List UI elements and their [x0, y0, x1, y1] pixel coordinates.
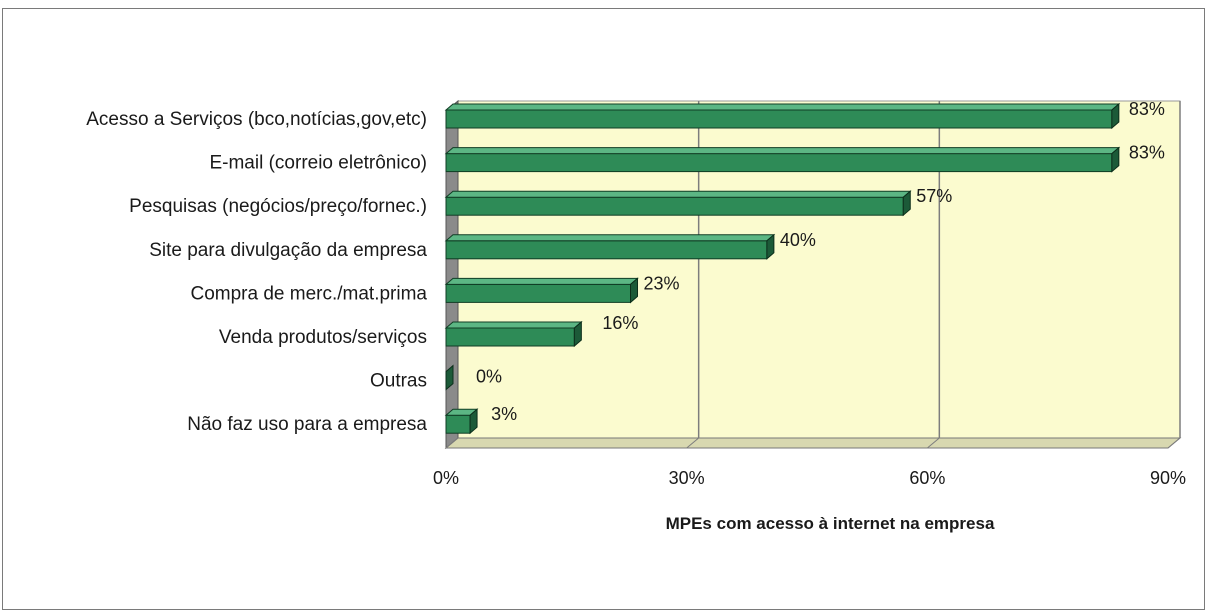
x-tick-label: 90% — [1150, 468, 1186, 488]
x-tick-labels: 0% 30% 60% 90% — [433, 468, 1186, 488]
value-labels: 83% 83% 57% 40% 23% 16% 0% 3% — [476, 99, 1165, 424]
floor-gridline — [927, 437, 940, 449]
bar-end — [445, 364, 454, 391]
bar-top — [444, 321, 583, 329]
bar-end — [573, 320, 582, 348]
bar-group — [445, 364, 454, 391]
bar-group — [444, 408, 479, 435]
bar — [445, 153, 1113, 173]
x-axis-title: MPEs com acesso à internet na empresa — [666, 514, 995, 533]
bar — [445, 283, 632, 303]
floor-gridline — [1167, 437, 1181, 449]
category-label: E-mail (correio eletrônico) — [209, 153, 427, 174]
bar-group — [444, 190, 912, 217]
bar — [445, 109, 1113, 129]
value-label: 83% — [1129, 143, 1165, 163]
category-label: Compra de merc./mat.prima — [190, 283, 427, 304]
bar — [445, 414, 471, 434]
category-label: Outras — [370, 371, 427, 392]
category-label: Venda produtos/serviços — [219, 327, 427, 348]
bar-end — [469, 408, 478, 435]
bar-top — [444, 277, 639, 285]
bars — [444, 102, 1121, 435]
bar-top — [444, 103, 1121, 111]
floor-gridline — [445, 437, 459, 449]
bar-top — [444, 234, 776, 242]
x-tick-label: 30% — [669, 468, 705, 488]
value-label: 16% — [602, 313, 638, 333]
bar-end — [630, 277, 639, 304]
floor-gridline — [686, 437, 699, 449]
bar-end — [1111, 102, 1120, 130]
value-label: 0% — [476, 367, 502, 387]
bar-top — [444, 147, 1121, 155]
category-label: Site para divulgação da empresa — [149, 240, 427, 261]
bar-group — [444, 146, 1121, 173]
value-label: 83% — [1129, 99, 1165, 119]
value-label: 57% — [916, 186, 952, 206]
value-label: 23% — [644, 273, 680, 293]
bar-end — [766, 233, 775, 260]
category-label: Pesquisas (negócios/preço/fornec.) — [129, 196, 427, 217]
bar-top — [444, 190, 912, 198]
bar-group — [444, 277, 639, 304]
value-label: 3% — [491, 404, 517, 424]
plot-floor — [444, 437, 1182, 449]
x-tick-label: 60% — [909, 468, 945, 488]
bar-group — [444, 320, 583, 348]
value-label: 40% — [780, 230, 816, 250]
plot-area — [444, 99, 1182, 450]
bar — [445, 196, 904, 216]
category-labels: Acesso a Serviços (bco,notícias,gov,etc)… — [86, 109, 427, 435]
bar-group — [444, 233, 776, 260]
bar — [445, 327, 575, 347]
bar-end — [902, 190, 911, 217]
category-label: Acesso a Serviços (bco,notícias,gov,etc) — [86, 109, 427, 130]
x-tick-label: 0% — [433, 468, 459, 488]
bar-group — [444, 102, 1121, 130]
category-label: Não faz uso para a empresa — [187, 414, 427, 435]
bar — [445, 240, 768, 260]
bar-end — [1111, 146, 1120, 173]
